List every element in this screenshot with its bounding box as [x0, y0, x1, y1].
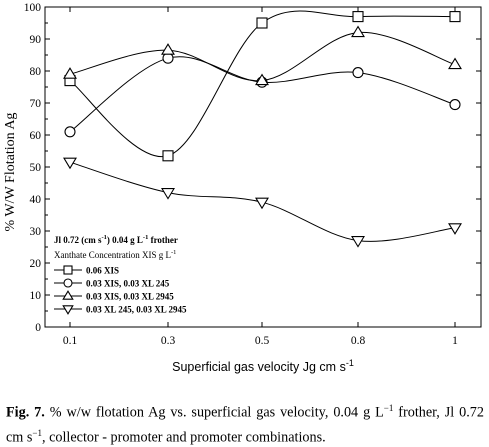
- y-tick-label: 70: [30, 98, 42, 110]
- x-tick-label: 0.5: [255, 335, 270, 347]
- legend-marker-triangle-up: [62, 290, 74, 300]
- data-point-circle: [352, 67, 364, 79]
- y-tick-label: 10: [30, 290, 42, 302]
- series-line-2: [69, 56, 456, 133]
- chart-area: 0 10 20 30 40 50 60 70 80 90 100 0.1 0.3 0.5 0.8 1 % W…: [3, 2, 482, 374]
- y-tick-label: 0: [35, 322, 41, 334]
- data-point-square: [449, 11, 461, 23]
- legend-marker-circle: [63, 278, 73, 288]
- data-point-triangle-down: [351, 236, 365, 248]
- series-line-3: [69, 32, 456, 82]
- legend-marker-triangle-down: [62, 305, 74, 315]
- data-point-square: [352, 11, 364, 23]
- y-tick-label: 20: [30, 258, 42, 270]
- legend-label: 0.06 XIS: [86, 266, 119, 276]
- data-point-square: [162, 150, 174, 162]
- x-tick-label: 0.1: [63, 335, 78, 347]
- x-tick-label: 1: [452, 335, 458, 347]
- annotation-line-2: Xanthate Concentration XIS g L-1: [54, 249, 176, 260]
- series-line-1: [69, 10, 456, 158]
- series-markers: [63, 11, 462, 248]
- data-point-triangle-up: [351, 25, 365, 38]
- legend-label: 0.03 XIS, 0.03 XL 245: [86, 279, 170, 289]
- y-tick-label: 30: [30, 226, 42, 238]
- y-tick-label: 100: [24, 2, 42, 14]
- y-tick-label: 60: [30, 130, 42, 142]
- x-axis-label: Superficial gas velocity Jg cm s-1: [172, 358, 354, 374]
- legend: 0.06 XIS 0.03 XIS, 0.03 XL 245 0.03 XIS, 0…: [54, 265, 187, 315]
- caption-label: Fig. 7.: [6, 404, 45, 421]
- figure-caption: Fig. 7. % w/w flotation Ag vs. superfici…: [6, 403, 484, 446]
- y-axis: 0 10 20 30 40 50 60 70 80 90 100: [24, 2, 481, 334]
- x-axis: 0.1 0.3 0.5 0.8 1: [63, 7, 458, 347]
- x-tick-label: 0.8: [351, 335, 366, 347]
- data-point-triangle-up: [255, 73, 269, 86]
- data-point-triangle-up: [161, 43, 175, 55]
- legend-label: 0.03 XIS, 0.03 XL 2945: [86, 292, 174, 302]
- data-point-triangle-down: [448, 223, 462, 235]
- data-point-circle: [449, 99, 461, 111]
- y-tick-label: 40: [30, 194, 42, 206]
- y-axis-label: % W/W Flotation Ag: [3, 113, 18, 232]
- data-point-triangle-down: [63, 157, 77, 170]
- data-point-triangle-up: [63, 67, 77, 79]
- x-tick-label: 0.3: [161, 335, 176, 347]
- data-point-square: [256, 17, 268, 29]
- data-point-circle: [64, 126, 76, 138]
- data-point-triangle-down: [255, 197, 269, 210]
- legend-label: 0.03 XL 245, 0.03 XL 2945: [86, 305, 187, 315]
- y-tick-label: 50: [30, 162, 42, 174]
- annotation-line-1: Jl 0.72 (cm s-1) 0.04 g L-1 frother: [54, 234, 178, 245]
- data-point-triangle-up: [448, 57, 462, 70]
- legend-marker-square: [63, 265, 73, 275]
- data-point-triangle-down: [161, 188, 175, 200]
- y-tick-label: 90: [30, 34, 42, 46]
- y-tick-label: 80: [30, 66, 42, 78]
- plot-annotation: Jl 0.72 (cm s-1) 0.04 g L-1 frother Xant…: [54, 234, 178, 260]
